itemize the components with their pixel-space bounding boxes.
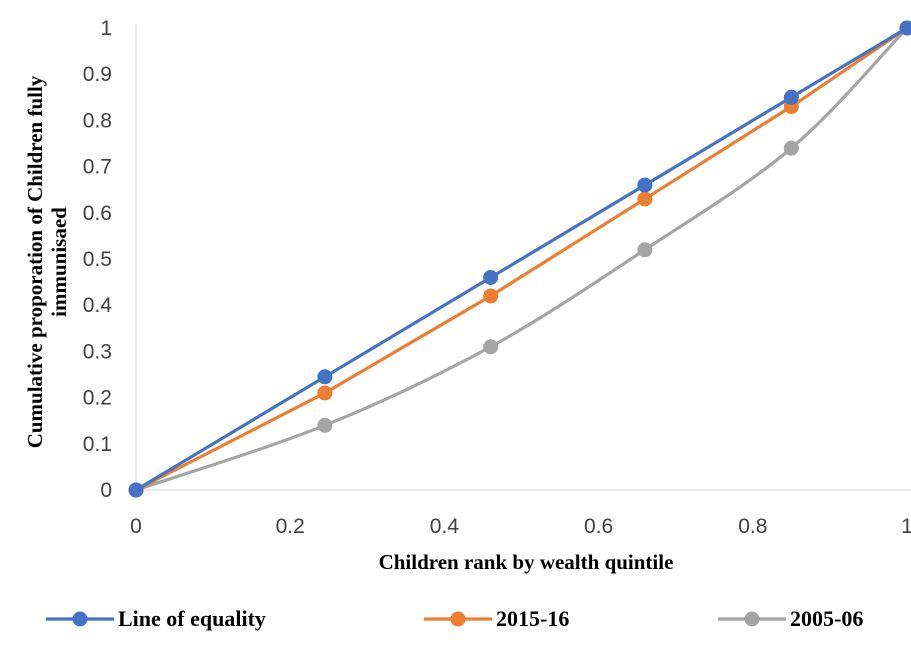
y-tick-label: 0.5: [83, 248, 112, 271]
legend-marker-2: [744, 611, 760, 627]
series-0-point-2: [483, 269, 499, 285]
y-tick-label: 0.6: [83, 202, 112, 225]
y-axis-title-line-2: immunisaed: [47, 207, 71, 317]
y-tick-label: 0.1: [83, 433, 112, 456]
series-0-point-5: [899, 20, 911, 36]
legend-label-0: Line of equality: [118, 606, 266, 631]
y-tick-label: 0.4: [83, 294, 113, 317]
legend-marker-1: [450, 611, 466, 627]
x-tick-label: 1: [901, 515, 911, 538]
y-tick-label: 0.9: [83, 63, 112, 86]
legend: Line of equality 2015-16 2005-06: [46, 606, 863, 631]
series-1-point-3: [637, 191, 653, 207]
y-tick-label: 0.8: [83, 109, 112, 132]
y-tick-label: 0: [100, 479, 112, 502]
series-0-point-1: [317, 369, 333, 385]
x-tick-label: 0.4: [430, 515, 460, 538]
series-2-point-3: [637, 242, 653, 258]
x-tick-label: 0.8: [738, 515, 767, 538]
series-0-point-3: [637, 177, 653, 193]
y-tick-label: 0.2: [83, 387, 112, 410]
series-2-point-4: [783, 140, 799, 156]
series-lines: [135, 26, 909, 492]
y-tick-label: 1: [100, 17, 112, 40]
x-tick-label: 0.2: [276, 515, 305, 538]
series-2-point-2: [483, 339, 499, 355]
x-tick-label: 0: [130, 515, 142, 538]
legend-marker-0: [72, 611, 88, 627]
series-markers: [128, 20, 911, 498]
series-line-2: [135, 26, 909, 492]
series-1-point-2: [483, 288, 499, 304]
series-line-1: [135, 26, 908, 492]
y-axis-title-line-1: Cumulative proporation of Children fully: [23, 75, 47, 448]
legend-label-1: 2015-16: [496, 606, 569, 631]
axes: 0 0.1 0.2 0.3 0.4 0.5 0.6 0.7 0.8 0.9 1 0 0.2 0.4 0.6 0…: [83, 17, 911, 538]
x-tick-label: 0.6: [584, 515, 613, 538]
series-0-point-4: [783, 89, 799, 105]
series-2-point-1: [317, 417, 333, 433]
y-tick-label: 0.3: [83, 340, 112, 363]
y-tick-label: 0.7: [83, 156, 112, 179]
legend-label-2: 2005-06: [790, 606, 863, 631]
series-line-0: [135, 26, 908, 492]
x-axis-title: Children rank by wealth quintile: [379, 550, 674, 574]
series-0-point-0: [128, 482, 144, 498]
series-1-point-1: [317, 385, 333, 401]
